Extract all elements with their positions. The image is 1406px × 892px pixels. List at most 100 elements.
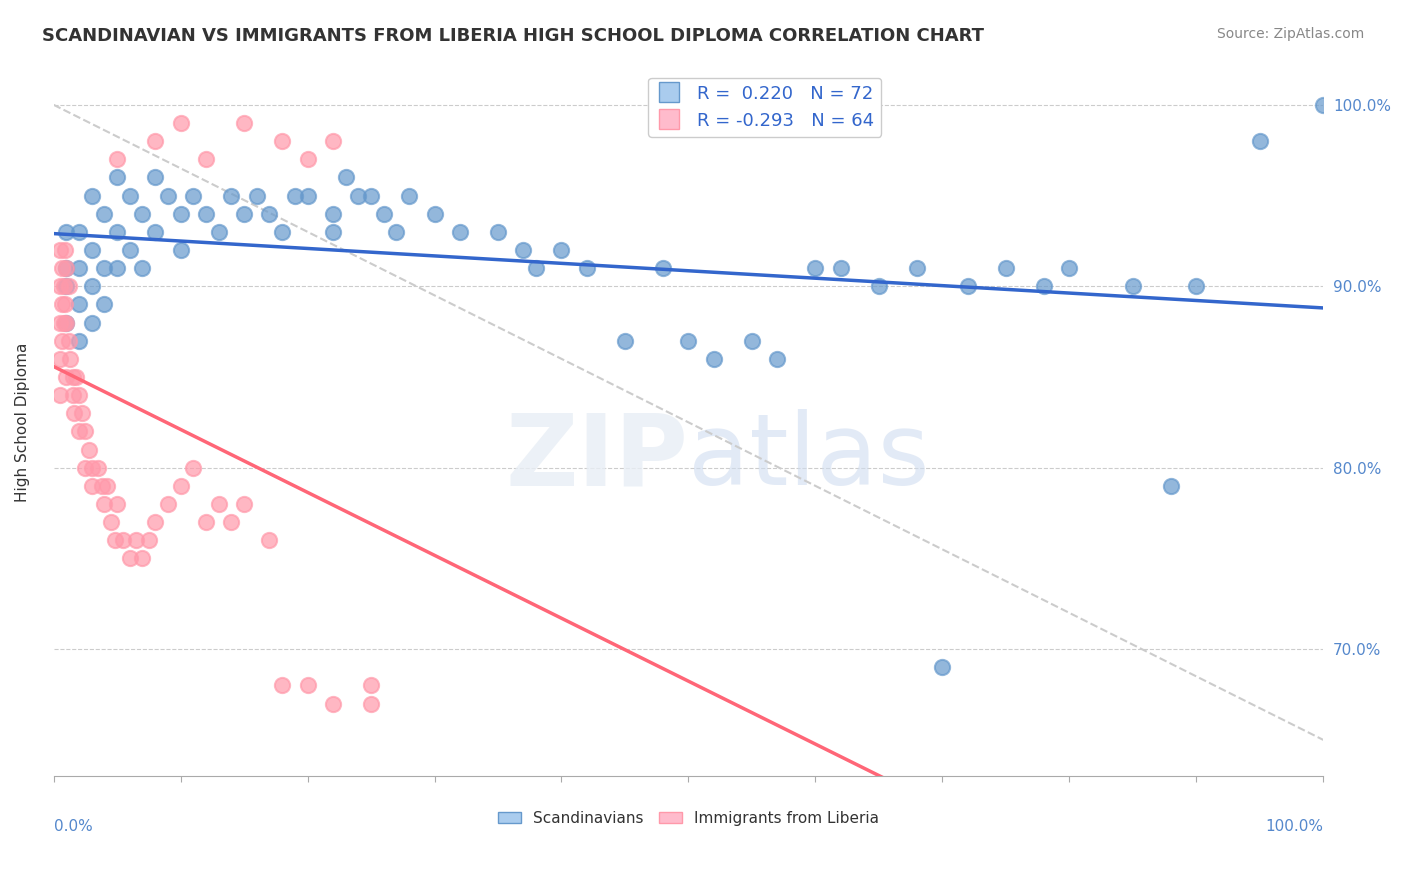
Point	[52, 279, 75, 293]
Point	[360, 697, 382, 711]
Point	[55, 316, 77, 330]
Point	[830, 261, 852, 276]
Point	[233, 207, 256, 221]
Point	[105, 225, 128, 239]
Point	[449, 225, 471, 239]
Point	[93, 207, 115, 221]
Point	[49, 279, 72, 293]
Point	[524, 261, 547, 276]
Point	[347, 188, 370, 202]
Point	[360, 188, 382, 202]
Point	[194, 207, 217, 221]
Point	[67, 334, 90, 348]
Point	[868, 279, 890, 293]
Point	[373, 207, 395, 221]
Point	[138, 533, 160, 548]
Point	[741, 334, 763, 348]
Point	[77, 442, 100, 457]
Point	[105, 261, 128, 276]
Point	[131, 261, 153, 276]
Point	[143, 515, 166, 529]
Point	[87, 460, 110, 475]
Point	[63, 406, 86, 420]
Point	[271, 678, 294, 692]
Point	[67, 225, 90, 239]
Text: 100.0%: 100.0%	[1265, 819, 1323, 834]
Point	[58, 279, 80, 293]
Point	[67, 425, 90, 439]
Point	[246, 188, 269, 202]
Y-axis label: High School Diploma: High School Diploma	[15, 343, 30, 502]
Point	[143, 134, 166, 148]
Point	[125, 533, 148, 548]
Point	[55, 316, 77, 330]
Point	[55, 261, 77, 276]
Point	[49, 351, 72, 366]
Point	[208, 225, 231, 239]
Point	[90, 479, 112, 493]
Point	[956, 279, 979, 293]
Point	[58, 334, 80, 348]
Point	[55, 279, 77, 293]
Point	[118, 551, 141, 566]
Point	[169, 479, 191, 493]
Point	[131, 551, 153, 566]
Point	[575, 261, 598, 276]
Point	[55, 370, 77, 384]
Point	[80, 243, 103, 257]
Point	[62, 370, 84, 384]
Point	[512, 243, 534, 257]
Point	[181, 460, 204, 475]
Point	[80, 188, 103, 202]
Point	[208, 497, 231, 511]
Point	[53, 243, 76, 257]
Legend: Scandinavians, Immigrants from Liberia: Scandinavians, Immigrants from Liberia	[492, 805, 886, 832]
Point	[53, 297, 76, 311]
Text: atlas: atlas	[689, 409, 931, 507]
Point	[297, 678, 319, 692]
Point	[905, 261, 928, 276]
Point	[75, 460, 97, 475]
Point	[93, 297, 115, 311]
Point	[1160, 479, 1182, 493]
Point	[322, 207, 344, 221]
Point	[322, 697, 344, 711]
Point	[804, 261, 827, 276]
Point	[221, 515, 243, 529]
Point	[221, 188, 243, 202]
Point	[271, 225, 294, 239]
Point	[65, 370, 87, 384]
Point	[80, 460, 103, 475]
Point	[51, 297, 73, 311]
Point	[233, 497, 256, 511]
Point	[360, 678, 382, 692]
Point	[49, 388, 72, 402]
Point	[1032, 279, 1054, 293]
Point	[703, 351, 725, 366]
Point	[931, 660, 953, 674]
Point	[169, 243, 191, 257]
Point	[143, 170, 166, 185]
Point	[259, 533, 281, 548]
Text: Source: ZipAtlas.com: Source: ZipAtlas.com	[1216, 27, 1364, 41]
Point	[297, 188, 319, 202]
Point	[259, 207, 281, 221]
Point	[322, 134, 344, 148]
Point	[1185, 279, 1208, 293]
Point	[62, 388, 84, 402]
Text: 0.0%: 0.0%	[53, 819, 93, 834]
Point	[233, 116, 256, 130]
Point	[297, 153, 319, 167]
Point	[1312, 98, 1334, 112]
Point	[156, 497, 179, 511]
Text: SCANDINAVIAN VS IMMIGRANTS FROM LIBERIA HIGH SCHOOL DIPLOMA CORRELATION CHART: SCANDINAVIAN VS IMMIGRANTS FROM LIBERIA …	[42, 27, 984, 45]
Point	[322, 225, 344, 239]
Point	[169, 207, 191, 221]
Point	[169, 116, 191, 130]
Point	[93, 261, 115, 276]
Point	[70, 406, 93, 420]
Point	[105, 170, 128, 185]
Point	[613, 334, 636, 348]
Point	[100, 515, 122, 529]
Point	[51, 261, 73, 276]
